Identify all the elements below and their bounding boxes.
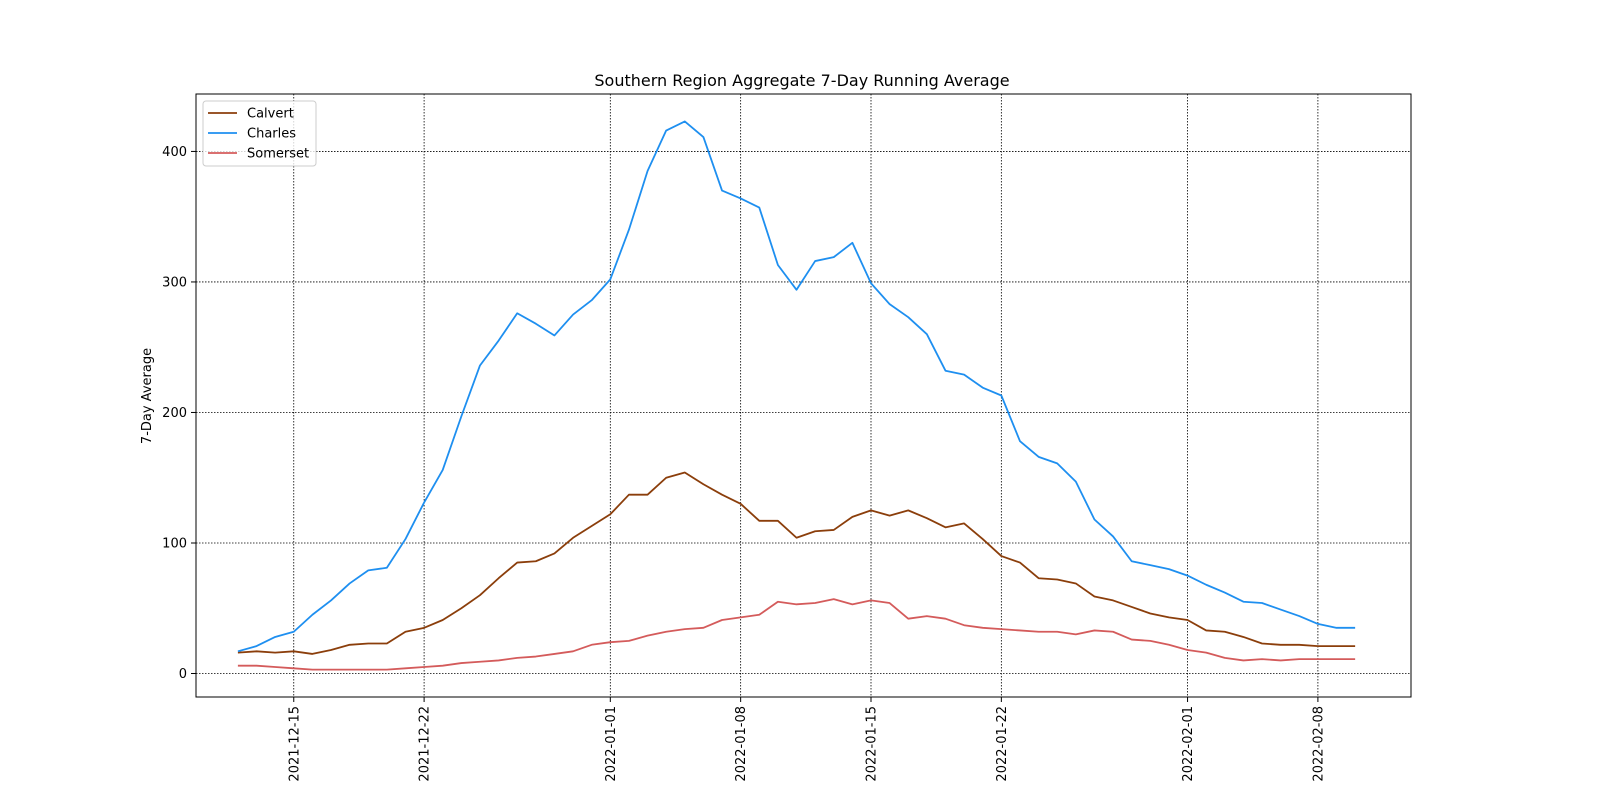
series-line-calvert: [237, 471, 1356, 655]
chart-title: Southern Region Aggregate 7-Day Running …: [594, 71, 1009, 90]
x-tick-label: 2021-12-15: [287, 706, 302, 782]
y-tick-label: 400: [162, 145, 187, 160]
series-line-somerset: [237, 598, 1356, 671]
series-line-charles: [237, 120, 1356, 653]
y-tick-label: 0: [179, 667, 187, 682]
x-tick-label: 2022-01-01: [604, 706, 619, 782]
x-tick-label: 2021-12-22: [418, 706, 433, 782]
x-tick-label: 2022-01-08: [734, 706, 749, 782]
legend-label-calvert: Calvert: [247, 107, 294, 122]
series-lines: [237, 120, 1356, 671]
legend: Calvert Charles Somerset: [202, 100, 317, 167]
x-tick-label: 2022-01-15: [865, 706, 880, 782]
y-axis-label: 7-Day Average: [140, 348, 155, 444]
y-tick-label: 100: [162, 536, 187, 551]
plot-frame: [195, 93, 1412, 698]
y-axis: 0 100 200 300 400: [162, 145, 196, 682]
legend-box: [202, 100, 317, 167]
legend-label-charles: Charles: [247, 127, 296, 142]
x-tick-label: 2022-02-08: [1311, 706, 1326, 782]
x-tick-label: 2022-02-01: [1181, 706, 1196, 782]
y-tick-label: 300: [162, 275, 187, 290]
y-tick-label: 200: [162, 406, 187, 421]
legend-label-somerset: Somerset: [247, 147, 309, 162]
x-tick-label: 2022-01-22: [995, 706, 1010, 782]
x-axis: 2021-12-15 2021-12-22 2022-01-01 2022-01-08…: [287, 697, 1326, 782]
